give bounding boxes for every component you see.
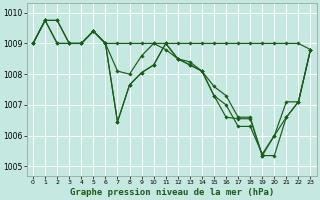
X-axis label: Graphe pression niveau de la mer (hPa): Graphe pression niveau de la mer (hPa) [70, 188, 274, 197]
